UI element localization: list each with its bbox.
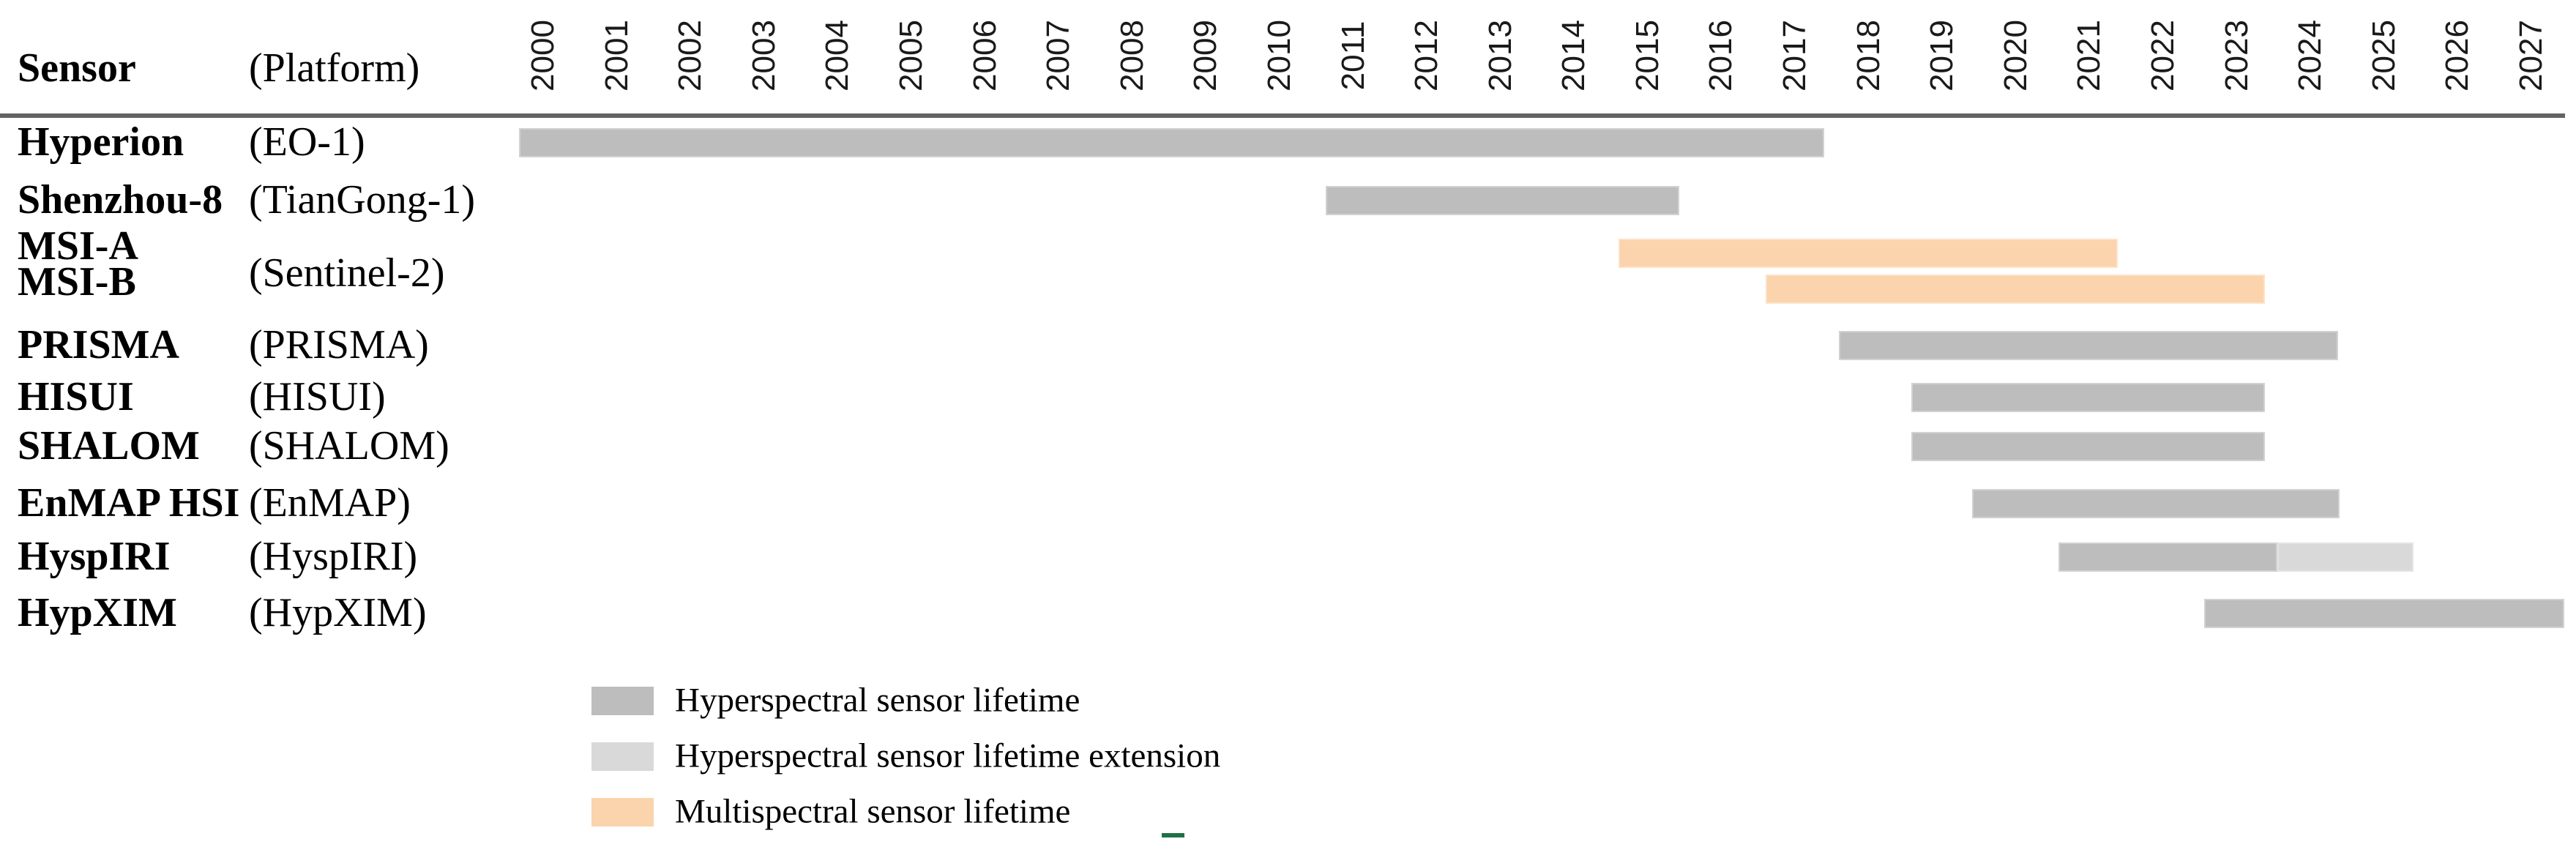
green-dash-mark xyxy=(1162,833,1184,837)
year-tick-2019: 2019 xyxy=(1924,20,1960,92)
header-separator-line xyxy=(0,113,2565,118)
hyperion-hyperspectral-bar xyxy=(518,128,1825,157)
sensor-label-hyperion: Hyperion xyxy=(18,119,184,165)
platform-label-eo-1: (EO-1) xyxy=(249,119,365,165)
year-tick-2012: 2012 xyxy=(1408,20,1445,92)
hyspiri-hyperspectral-bar xyxy=(2058,542,2277,572)
year-tick-2027: 2027 xyxy=(2513,20,2549,92)
sensor-column-header: Sensor xyxy=(18,45,136,91)
year-tick-2003: 2003 xyxy=(745,20,782,92)
year-tick-2007: 2007 xyxy=(1040,20,1077,92)
legend-label-extension: Hyperspectral sensor lifetime extension xyxy=(675,736,1221,775)
platform-label-shalom: (SHALOM) xyxy=(249,422,449,469)
year-tick-2001: 2001 xyxy=(598,20,635,92)
year-tick-2002: 2002 xyxy=(672,20,709,92)
sensor-label-shenzhou-8: Shenzhou-8 xyxy=(18,176,223,223)
enmap-hsi-hyperspectral-bar xyxy=(1971,489,2340,518)
platform-label-enmap: (EnMAP) xyxy=(249,480,411,526)
shalom-hyperspectral-bar xyxy=(1911,432,2265,461)
year-tick-2005: 2005 xyxy=(892,20,929,92)
prisma-hyperspectral-bar xyxy=(1839,331,2339,360)
year-tick-2018: 2018 xyxy=(1850,20,1886,92)
platform-column-header: (Platform) xyxy=(249,45,420,91)
sensor-label-prisma: PRISMA xyxy=(18,321,179,367)
year-tick-2011: 2011 xyxy=(1334,20,1371,91)
legend-label-hyperspectral: Hyperspectral sensor lifetime xyxy=(675,681,1080,720)
hyspiri-extension-bar xyxy=(2277,542,2414,572)
hypxim-hyperspectral-bar xyxy=(2204,599,2565,628)
year-tick-2009: 2009 xyxy=(1187,20,1224,92)
sensor-label-msi-a: MSI-A xyxy=(18,223,138,269)
year-tick-2000: 2000 xyxy=(524,20,561,92)
year-tick-2004: 2004 xyxy=(819,20,856,92)
msi-a-multispectral-bar xyxy=(1618,239,2118,268)
year-tick-2020: 2020 xyxy=(1997,20,2034,92)
year-tick-2026: 2026 xyxy=(2439,20,2476,92)
msi-b-multispectral-bar xyxy=(1765,275,2265,304)
year-tick-2017: 2017 xyxy=(1777,20,1813,92)
year-tick-2008: 2008 xyxy=(1113,20,1150,92)
hisui-hyperspectral-bar xyxy=(1911,383,2265,412)
year-tick-2022: 2022 xyxy=(2145,20,2181,92)
sensor-label-shalom: SHALOM xyxy=(18,422,200,469)
year-tick-2024: 2024 xyxy=(2292,20,2329,92)
legend-swatch-hyperspectral xyxy=(591,687,654,715)
legend-label-multispectral: Multispectral sensor lifetime xyxy=(675,792,1071,831)
year-tick-2021: 2021 xyxy=(2071,20,2108,92)
year-tick-2013: 2013 xyxy=(1482,20,1518,92)
legend-swatch-extension xyxy=(591,742,654,771)
year-tick-2014: 2014 xyxy=(1556,20,1592,92)
year-tick-2023: 2023 xyxy=(2218,20,2255,92)
year-tick-2015: 2015 xyxy=(1629,20,1665,92)
sensor-label-enmap-hsi: EnMAP HSI xyxy=(18,480,240,526)
year-tick-2016: 2016 xyxy=(1703,20,1739,92)
sensor-label-msi-b: MSI-B xyxy=(18,258,136,305)
year-tick-2025: 2025 xyxy=(2365,20,2402,92)
platform-label-tiangong-1: (TianGong-1) xyxy=(249,176,476,223)
sensor-label-hisui: HISUI xyxy=(18,373,134,419)
year-tick-2010: 2010 xyxy=(1261,20,1297,92)
platform-label-prisma: (PRISMA) xyxy=(249,321,429,367)
platform-label-hisui: (HISUI) xyxy=(249,373,386,419)
legend-swatch-multispectral xyxy=(591,798,654,827)
shenzhou-8-hyperspectral-bar xyxy=(1326,186,1680,215)
platform-label-hypxim: (HypXIM) xyxy=(249,589,427,635)
platform-label-sentinel-2: (Sentinel-2) xyxy=(249,250,445,296)
platform-label-hyspiri: (HyspIRI) xyxy=(249,533,418,579)
sensor-label-hyspiri: HyspIRI xyxy=(18,533,171,579)
sensor-label-hypxim: HypXIM xyxy=(18,589,177,635)
year-tick-2006: 2006 xyxy=(966,20,1003,92)
